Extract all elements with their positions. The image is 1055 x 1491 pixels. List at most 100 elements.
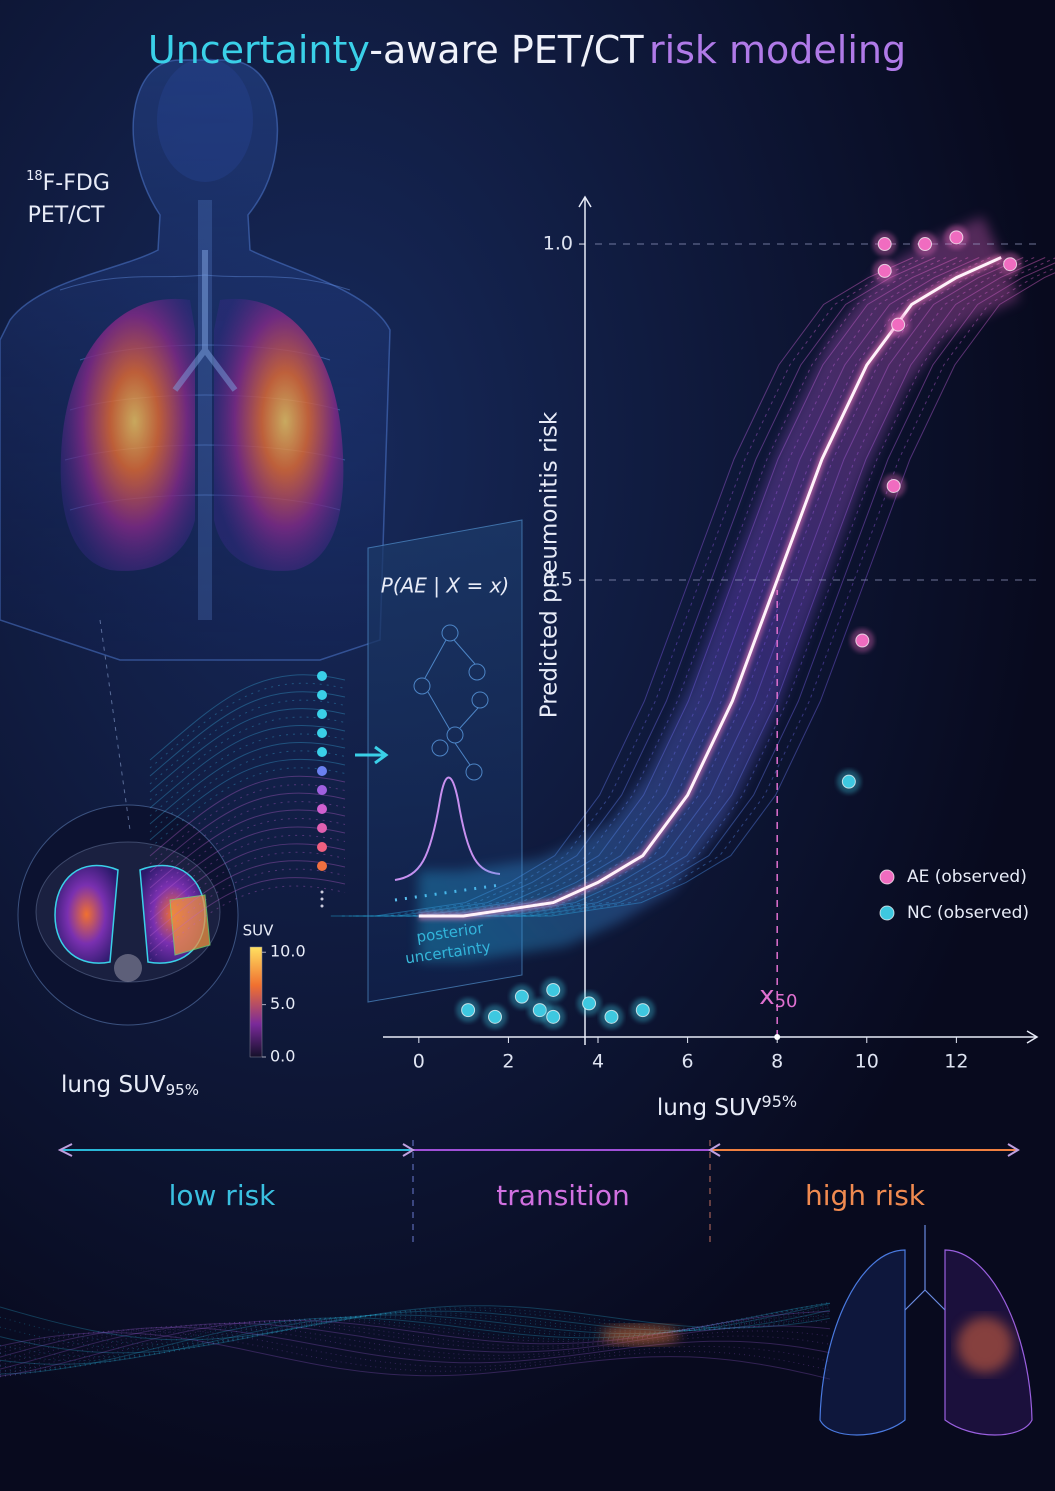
posterior-sample xyxy=(451,257,1035,917)
wave xyxy=(0,1307,831,1345)
annotation-point xyxy=(774,1034,781,1040)
zone-label: low risk xyxy=(169,1179,277,1212)
posterior-sample xyxy=(341,257,925,917)
posterior-sample xyxy=(495,267,1055,917)
posterior-sample xyxy=(484,262,1055,917)
flow-line xyxy=(149,716,346,801)
posterior-sample xyxy=(330,257,914,917)
annotation-label: x50 xyxy=(759,981,797,1013)
data-point xyxy=(487,1009,502,1024)
flow-dot xyxy=(317,804,327,814)
flow-dot xyxy=(317,690,327,700)
flow-line xyxy=(149,860,346,937)
lungs-mesh xyxy=(819,1225,1033,1436)
title: Uncertainty-aware PET/CT risk modeling xyxy=(148,28,906,72)
x-axis-arrow xyxy=(1026,1030,1039,1044)
data-point xyxy=(546,1009,561,1024)
data-point xyxy=(918,237,933,252)
flow-dot xyxy=(317,842,327,852)
modality: PET/CT xyxy=(28,203,105,228)
wave xyxy=(0,1301,831,1372)
flow-line xyxy=(149,877,346,953)
scan-label: 18F-FDG xyxy=(26,169,110,197)
flow-line xyxy=(149,818,346,897)
flow-line xyxy=(149,784,346,865)
flow-dot xyxy=(317,785,327,795)
wave xyxy=(0,1309,831,1350)
legend-marker xyxy=(879,905,895,921)
x-tick-label: 2 xyxy=(502,1051,514,1073)
posterior-sample xyxy=(385,257,969,917)
zone-label: transition xyxy=(496,1179,629,1212)
flow-line xyxy=(149,801,346,881)
tracer: F-FDG xyxy=(43,171,110,196)
flow-line xyxy=(149,868,346,945)
title-part: Uncertainty xyxy=(148,28,370,72)
data-point xyxy=(1003,257,1018,272)
wave xyxy=(0,1305,831,1341)
axial-label: lung SUV95% xyxy=(61,1072,199,1099)
x-tick-label: 10 xyxy=(855,1051,879,1073)
posterior-sample xyxy=(352,257,936,917)
data-point xyxy=(877,263,892,278)
posterior-sample xyxy=(429,257,1013,917)
x-tick-label: 12 xyxy=(944,1051,968,1073)
posterior-sample xyxy=(462,257,1046,917)
x-axis-label-sup: 95% xyxy=(762,1092,798,1111)
flow-line xyxy=(149,725,346,809)
data-point xyxy=(886,478,901,493)
flow-dot xyxy=(317,861,327,871)
zone-label: high risk xyxy=(805,1179,926,1212)
flow-line xyxy=(149,826,346,905)
posterior-sample xyxy=(374,257,958,917)
flow-line xyxy=(149,733,346,817)
isotope: 18 xyxy=(26,169,43,184)
flow-line xyxy=(149,708,346,793)
legend-marker xyxy=(879,869,895,885)
model-formula: P(AE | X = x) xyxy=(381,574,509,598)
wave xyxy=(0,1303,831,1365)
data-point xyxy=(877,237,892,252)
body-illustration xyxy=(0,58,391,661)
flow-line xyxy=(149,767,346,849)
wave xyxy=(0,1322,831,1370)
legend-label: NC (observed) xyxy=(907,903,1029,923)
title-part: risk modeling xyxy=(649,28,906,72)
flow-line xyxy=(149,809,346,889)
flow-line xyxy=(149,758,346,841)
colorbar-tick-label: 5.0 xyxy=(270,994,295,1013)
data-point xyxy=(514,989,529,1004)
wave xyxy=(0,1326,831,1364)
axial-label-text: lung SUV xyxy=(61,1072,166,1098)
posterior-sample xyxy=(506,272,1055,917)
colorbar-tick-label: 0.0 xyxy=(270,1047,295,1066)
flow-line xyxy=(149,775,346,857)
flow-line xyxy=(149,699,346,785)
flow-line xyxy=(149,834,346,913)
wave xyxy=(0,1315,831,1376)
flow-line xyxy=(149,851,346,929)
annotation-text: x xyxy=(759,981,774,1011)
data-point xyxy=(582,996,597,1011)
x-tick-label: 0 xyxy=(413,1051,425,1073)
posterior-sample xyxy=(363,257,947,917)
data-point xyxy=(891,317,906,332)
x-tick-label: 8 xyxy=(771,1051,783,1073)
data-point xyxy=(546,982,561,997)
wave xyxy=(0,1309,831,1354)
colorbar-tick-label: 10.0 xyxy=(270,942,306,961)
data-point xyxy=(949,230,964,245)
colorbar-title: SUV xyxy=(243,922,275,940)
wave xyxy=(0,1330,831,1372)
data-point xyxy=(604,1009,619,1024)
y-tick-label: 0.5 xyxy=(543,569,573,591)
flow-line xyxy=(149,741,346,825)
wave-glow xyxy=(600,1325,680,1345)
flow-dot xyxy=(317,766,327,776)
wave xyxy=(0,1311,831,1377)
data-point xyxy=(635,1003,650,1018)
axial-slice xyxy=(17,804,239,1026)
chart: 0.5 1.0 0 2 4 6 8 10 12 Predicted pneumonitis ris… xyxy=(330,195,1055,1121)
